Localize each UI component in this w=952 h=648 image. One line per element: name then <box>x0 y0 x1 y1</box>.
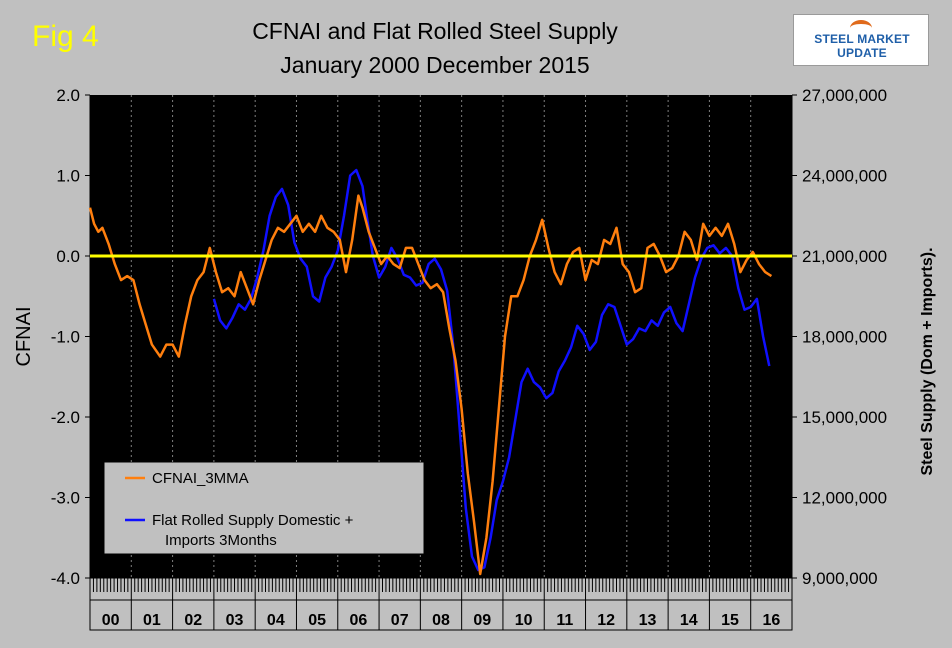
legend-label-supply-line2: Imports 3Months <box>165 532 277 549</box>
right-tick-label: 9,000,000 <box>802 569 878 588</box>
year-label: 16 <box>762 612 780 629</box>
left-tick-label: -1.0 <box>51 328 80 347</box>
year-label: 14 <box>680 612 698 629</box>
right-tick-label: 15,000,000 <box>802 408 887 427</box>
legend-box <box>104 462 424 554</box>
right-axis-title: Steel Supply (Dom + Imports). <box>919 247 936 475</box>
steel-market-update-logo: STEEL MARKET UPDATE <box>793 14 929 66</box>
left-axis-title: CFNAI <box>13 307 35 367</box>
logo-arc-icon <box>850 20 872 36</box>
year-label: 03 <box>226 612 244 629</box>
flat-rolled-supply-line <box>212 168 771 572</box>
year-label: 09 <box>473 612 491 629</box>
right-tick-label: 18,000,000 <box>802 328 887 347</box>
year-label: 12 <box>597 612 615 629</box>
left-tick-label: -4.0 <box>51 569 80 588</box>
right-tick-label: 24,000,000 <box>802 167 887 186</box>
left-tick-label: 0.0 <box>56 247 80 266</box>
legend-label-cfnai: CFNAI_3MMA <box>152 470 249 487</box>
year-label: 08 <box>432 612 450 629</box>
right-tick-label: 21,000,000 <box>802 247 887 266</box>
left-tick-label: 2.0 <box>56 86 80 105</box>
year-label: 04 <box>267 612 285 629</box>
year-label: 15 <box>721 612 739 629</box>
left-tick-label: 1.0 <box>56 167 80 186</box>
right-tick-label: 12,000,000 <box>802 489 887 508</box>
year-label: 02 <box>184 612 202 629</box>
chart-title: CFNAI and Flat Rolled Steel Supply <box>252 18 618 44</box>
year-label: 05 <box>308 612 326 629</box>
right-tick-label: 27,000,000 <box>802 86 887 105</box>
figure-label: Fig 4 <box>32 20 99 53</box>
left-tick-label: -2.0 <box>51 408 80 427</box>
chart-subtitle: January 2000 December 2015 <box>280 52 590 78</box>
year-label: 07 <box>391 612 409 629</box>
year-label: 11 <box>556 612 573 629</box>
year-label: 13 <box>639 612 657 629</box>
cfnai-3mma-line <box>88 194 773 576</box>
year-label: 06 <box>350 612 368 629</box>
year-label: 01 <box>143 612 161 629</box>
legend-label-supply-line1: Flat Rolled Supply Domestic + <box>152 512 354 529</box>
left-tick-label: -3.0 <box>51 489 80 508</box>
year-label: 10 <box>515 612 533 629</box>
year-label: 00 <box>102 612 120 629</box>
logo-text: STEEL MARKET UPDATE <box>814 32 910 60</box>
